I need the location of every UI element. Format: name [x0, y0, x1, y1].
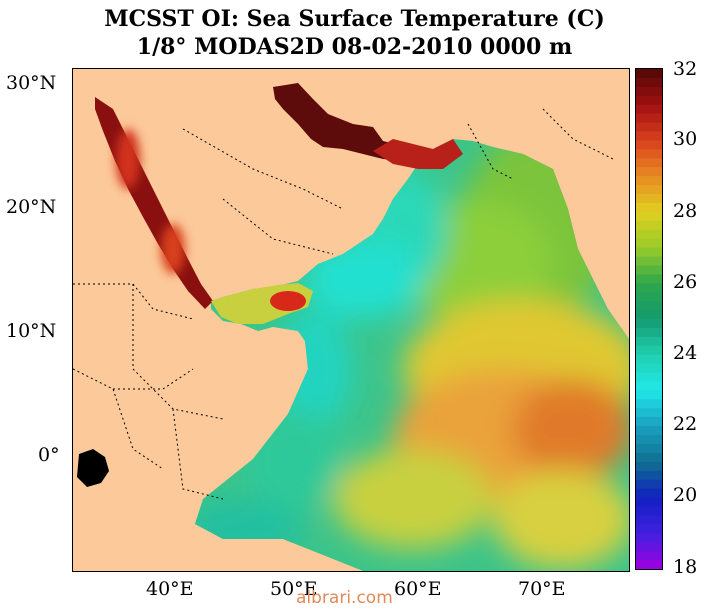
colorbar-band [636, 381, 662, 392]
colorbar-band [636, 247, 662, 258]
colorbar-band [636, 417, 662, 427]
colorbar-band [636, 319, 662, 329]
lat-label-20n: 20°N [6, 196, 57, 218]
colorbar-band [636, 104, 662, 115]
country-borders [73, 108, 614, 500]
gulf-of-oman [373, 139, 463, 169]
colorbar-band [636, 140, 662, 150]
colorbar-band [636, 122, 662, 133]
colorbar-band [636, 327, 662, 338]
colorbar-band [636, 408, 662, 418]
lat-label-0: 0° [38, 444, 60, 466]
colorbar-band [636, 560, 662, 569]
lake-victoria [77, 449, 109, 487]
colorbar-band [636, 435, 662, 445]
colorbar-label-28: 28 [673, 200, 698, 222]
lon-label-40e: 40°E [146, 578, 194, 600]
colorbar-band [636, 444, 662, 454]
colorbar-label-20: 20 [673, 484, 698, 506]
colorbar-label-26: 26 [673, 271, 698, 293]
colorbar-label-18: 18 [673, 556, 698, 578]
colorbar-band [636, 229, 662, 240]
colorbar-band [636, 167, 662, 177]
sst-map[interactable] [72, 68, 630, 572]
map-subtitle: 1/8° MODAS2D 08-02-2010 0000 m [136, 34, 573, 60]
colorbar-band [636, 158, 662, 168]
colorbar-band [636, 220, 662, 231]
colorbar-label-22: 22 [673, 413, 698, 435]
colorbar-band [636, 399, 662, 409]
colorbar-band [636, 301, 662, 311]
colorbar-band [636, 265, 662, 275]
colorbar-label-32: 32 [673, 58, 698, 80]
colorbar-band [636, 354, 662, 365]
colorbar-band [636, 345, 662, 356]
colorbar-band [636, 77, 662, 88]
colorbar-label-30: 30 [673, 128, 698, 150]
colorbar-band [636, 176, 662, 186]
sst-map-svg [73, 69, 629, 571]
lon-label-50e: 50°E [270, 578, 318, 600]
colorbar-band [636, 69, 662, 79]
temperature-colorbar [635, 68, 663, 570]
lat-label-10n: 10°N [6, 320, 57, 342]
colorbar-band [636, 238, 662, 249]
colorbar-band [636, 390, 662, 400]
colorbar-band [636, 551, 662, 561]
colorbar-band [636, 149, 662, 159]
colorbar-band [636, 292, 662, 302]
colorbar-band [636, 452, 662, 463]
colorbar-band [636, 533, 662, 543]
colorbar-band [636, 497, 662, 508]
colorbar-band [636, 426, 662, 436]
colorbar-band [636, 372, 662, 383]
colorbar-band [636, 479, 662, 490]
colorbar-band [636, 131, 662, 142]
colorbar-band [636, 95, 662, 106]
colorbar-band [636, 202, 662, 213]
colorbar-band [636, 283, 662, 293]
colorbar-band [636, 86, 662, 97]
colorbar-band [636, 524, 662, 534]
colorbar-band [636, 113, 662, 124]
map-title: MCSST OI: Sea Surface Temperature (C) [104, 6, 605, 32]
colorbar-band [636, 470, 662, 481]
colorbar-band [636, 515, 662, 525]
colorbar-band [636, 185, 662, 195]
colorbar-band [636, 542, 662, 552]
lat-label-30n: 30°N [6, 72, 57, 94]
colorbar-band [636, 274, 662, 284]
colorbar-band [636, 310, 662, 320]
colorbar-band [636, 256, 662, 267]
colorbar-band [636, 506, 662, 517]
colorbar-band [636, 363, 662, 374]
colorbar-band [636, 211, 662, 222]
colorbar-label-24: 24 [673, 342, 698, 364]
watermark: albrari.com [296, 588, 393, 608]
colorbar-band [636, 488, 662, 499]
lon-label-60e: 60°E [394, 578, 442, 600]
lon-label-70e: 70°E [518, 578, 566, 600]
colorbar-band [636, 336, 662, 347]
persian-gulf [273, 83, 418, 161]
gulf-of-aden-warm-spot [270, 291, 306, 311]
colorbar-band [636, 194, 662, 204]
colorbar-band [636, 461, 662, 472]
